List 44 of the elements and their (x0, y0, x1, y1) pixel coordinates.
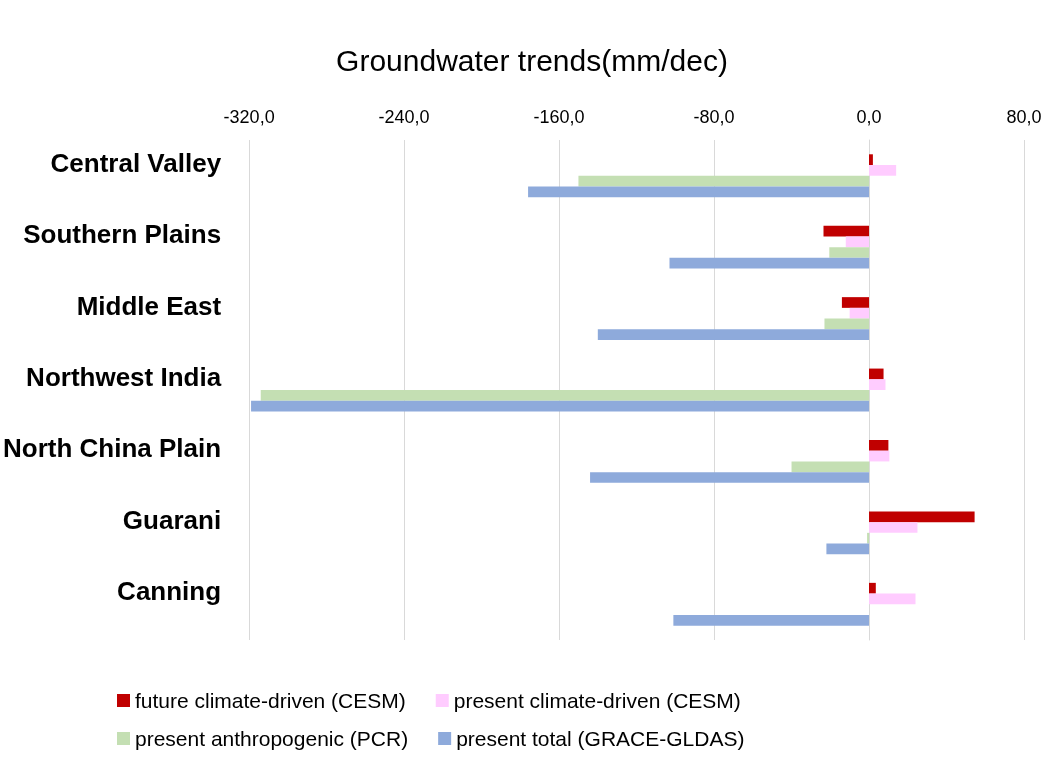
bar (673, 615, 870, 626)
y-tick-label: Southern Plains (23, 219, 222, 250)
chart-title: Groundwater trends(mm/dec) (336, 43, 728, 77)
x-tick-label: -240,0 (378, 107, 430, 127)
bar (869, 379, 886, 390)
bar (578, 175, 870, 187)
legend-label: present anthropogenic (PCR) (135, 727, 409, 750)
bar (823, 225, 870, 237)
y-tick-label: Northwest India (26, 362, 222, 392)
bar (824, 318, 870, 330)
x-tick-label: 80,0 (1006, 107, 1042, 127)
bar (869, 593, 916, 605)
x-tick-label: -320,0 (223, 107, 275, 127)
bar (791, 461, 870, 473)
bar (869, 511, 975, 523)
bar (869, 450, 890, 462)
bar (849, 307, 870, 319)
bar (869, 440, 889, 451)
bar (251, 400, 870, 412)
y-tick-label: Middle East (76, 290, 222, 321)
bar (528, 186, 870, 198)
bar (869, 165, 897, 176)
x-tick-label: -160,0 (533, 107, 585, 127)
bar (841, 297, 870, 308)
x-tick-label: 0,0 (856, 107, 882, 127)
bar (845, 236, 870, 248)
bar (869, 582, 876, 594)
legend-label: present climate-driven (CESM) (453, 689, 741, 712)
x-tick-label: -80,0 (693, 107, 735, 127)
bar (869, 154, 873, 165)
bar (590, 472, 870, 483)
bar (829, 247, 870, 258)
bar (869, 368, 884, 380)
y-tick-label: Guarani (122, 504, 222, 535)
bar (669, 257, 870, 269)
legend-label: future climate-driven (CESM) (135, 689, 406, 712)
bar (260, 390, 870, 401)
y-tick-label: North China Plain (2, 433, 222, 464)
bar (597, 329, 870, 340)
y-tick-label: Canning (117, 576, 222, 607)
legend-label: present total (GRACE-GLDAS) (456, 727, 745, 750)
bar (826, 543, 870, 555)
bar (869, 522, 918, 533)
y-tick-label: Central Valley (50, 147, 222, 178)
